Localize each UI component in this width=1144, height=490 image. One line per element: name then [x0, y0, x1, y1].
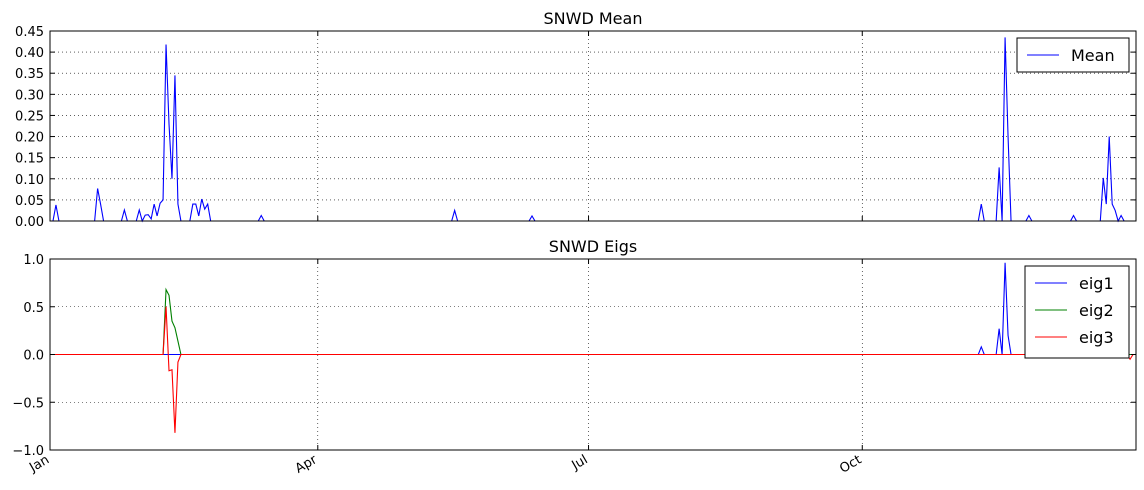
axes-frame: [49, 30, 1137, 222]
series-line-eig3: [50, 306, 1136, 433]
y-tick-label: −0.5: [12, 396, 44, 411]
chart-title: SNWD Eigs: [549, 237, 637, 256]
y-tick-label: 0.25: [15, 109, 44, 124]
legend: eig1 eig2 eig3: [1024, 265, 1130, 359]
y-tick-label: 0.30: [15, 88, 44, 103]
legend-label: eig2: [1079, 301, 1114, 320]
y-tick-label: 0.5: [23, 301, 44, 316]
y-tick-label: 0.15: [15, 152, 44, 167]
legend-label: eig3: [1079, 328, 1114, 347]
y-tick-label: 0.40: [15, 46, 44, 61]
y-tick-label: 0.20: [15, 131, 44, 146]
chart-title: SNWD Mean: [544, 9, 643, 28]
series-line-eig2: [50, 287, 1136, 356]
y-tick-label: 0.0: [23, 349, 44, 364]
x-tick-label: Oct: [837, 452, 864, 476]
y-tick-label: 1.0: [23, 253, 44, 268]
legend-label: Mean: [1071, 46, 1115, 65]
y-tick-label: −1.0: [12, 444, 44, 459]
y-tick-label: 0.10: [15, 173, 44, 188]
x-tick-label: Jul: [569, 452, 591, 473]
series-line-eig1: [50, 262, 1136, 356]
legend: Mean: [1016, 37, 1130, 73]
y-tick-label: 0.45: [15, 25, 44, 40]
series-line-mean: [50, 37, 1136, 223]
y-tick-label: 0.35: [15, 67, 44, 82]
x-tick-label: Apr: [293, 452, 321, 477]
legend-box: [1024, 265, 1130, 359]
snwd-mean-chart: 0.00 0.05 0.10 0.15 0.20 0.25 0.30 0.35 0.40 0.45…: [15, 9, 1137, 230]
y-tick-label: 0.05: [15, 194, 44, 209]
y-tick-label: 0.00: [15, 215, 44, 230]
legend-label: eig1: [1079, 274, 1114, 293]
